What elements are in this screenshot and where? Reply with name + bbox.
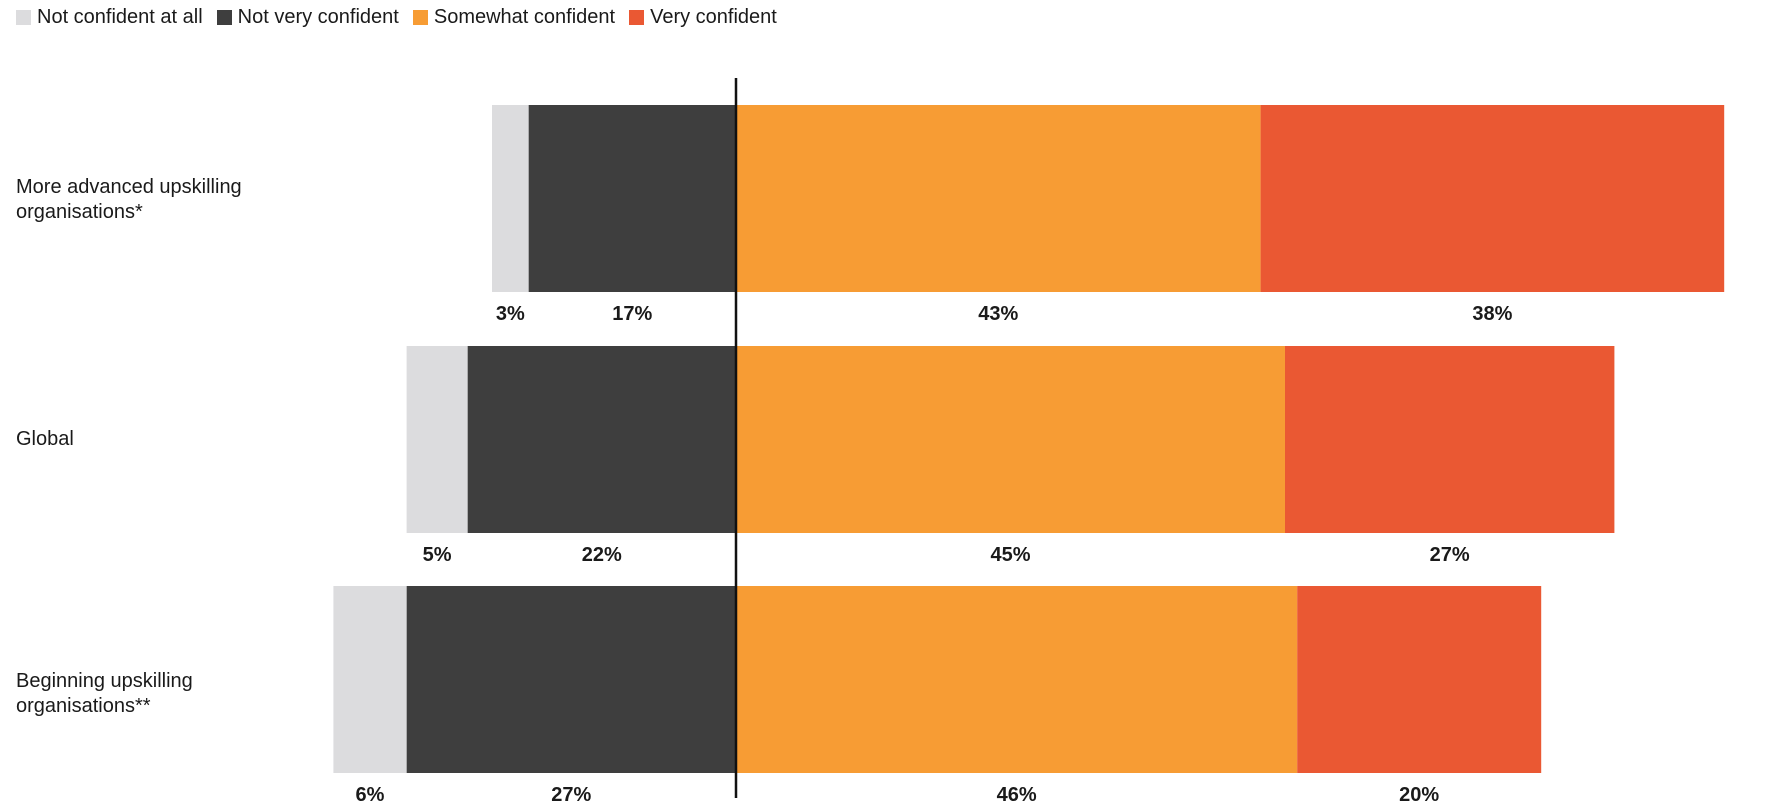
- bar-global-very-confident: [1285, 346, 1615, 533]
- bar-global-not-very-confident: [467, 346, 736, 533]
- legend-swatch-very-confident: [629, 10, 645, 25]
- category-label-advanced: More advanced upskilling organisations*: [16, 176, 242, 223]
- category-label-global: Global: [16, 428, 74, 450]
- bar-beginning-somewhat-confident: [736, 586, 1298, 773]
- value-label-beginning-not-very-confident: 27%: [551, 784, 591, 806]
- value-label-beginning-somewhat-confident: 46%: [997, 784, 1037, 806]
- legend-item-not-confident-at-all: Not confident at all: [16, 6, 203, 29]
- bar-advanced-not-very-confident: [528, 105, 736, 292]
- bar-beginning-not-very-confident: [406, 586, 736, 773]
- bar-advanced-very-confident: [1260, 105, 1725, 292]
- value-label-advanced-not-confident-at-all: 3%: [496, 303, 525, 325]
- chart-legend: Not confident at all Not very confident …: [16, 6, 777, 29]
- bar-global-not-confident-at-all: [406, 346, 468, 533]
- legend-item-not-very-confident: Not very confident: [216, 6, 399, 29]
- legend-swatch-not-very-confident: [216, 10, 232, 25]
- legend-label-somewhat-confident: Somewhat confident: [433, 6, 616, 28]
- value-label-beginning-not-confident-at-all: 6%: [356, 784, 385, 806]
- legend-label-not-confident-at-all: Not confident at all: [37, 6, 203, 28]
- value-label-advanced-somewhat-confident: 43%: [978, 303, 1018, 325]
- value-label-advanced-very-confident: 38%: [1472, 303, 1512, 325]
- legend-label-very-confident: Very confident: [650, 6, 777, 28]
- category-label-beginning: Beginning upskilling organisations**: [16, 670, 193, 717]
- bar-global-somewhat-confident: [736, 346, 1285, 533]
- value-label-advanced-not-very-confident: 17%: [612, 303, 652, 325]
- bar-beginning-very-confident: [1297, 586, 1542, 773]
- value-label-beginning-very-confident: 20%: [1399, 784, 1439, 806]
- bar-advanced-somewhat-confident: [736, 105, 1261, 292]
- legend-swatch-somewhat-confident: [412, 10, 428, 25]
- legend-swatch-not-confident-at-all: [16, 10, 31, 25]
- legend-item-somewhat-confident: Somewhat confident: [412, 6, 616, 29]
- value-label-global-not-very-confident: 22%: [582, 544, 622, 566]
- value-label-global-very-confident: 27%: [1430, 544, 1470, 566]
- legend-item-very-confident: Very confident: [629, 6, 777, 29]
- value-label-global-not-confident-at-all: 5%: [423, 544, 452, 566]
- bar-advanced-not-confident-at-all: [492, 105, 529, 292]
- bar-beginning-not-confident-at-all: [333, 586, 407, 773]
- value-label-global-somewhat-confident: 45%: [990, 544, 1030, 566]
- legend-label-not-very-confident: Not very confident: [237, 6, 399, 28]
